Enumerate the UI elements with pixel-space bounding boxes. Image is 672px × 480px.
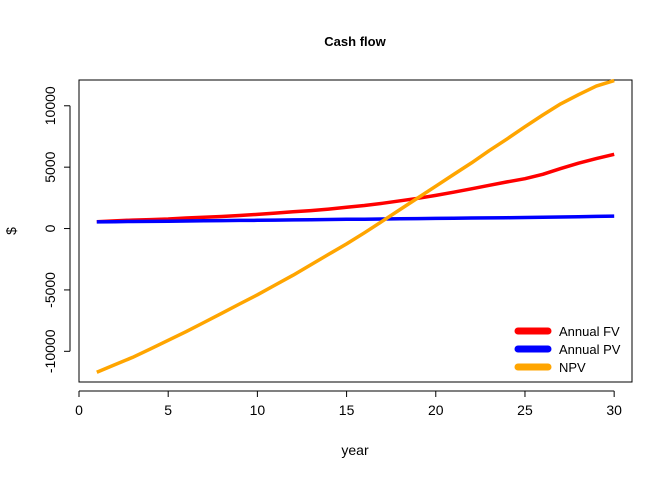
legend: Annual FV Annual PV NPV — [514, 324, 621, 375]
series-line-annual-pv — [96, 214, 615, 224]
legend-label: NPV — [559, 360, 586, 375]
y-tick-label: 5000 — [42, 151, 58, 182]
x-tick-label: 30 — [606, 402, 622, 418]
y-tick-label: 0 — [42, 224, 58, 232]
x-axis: 0 5 10 15 20 25 30 — [75, 390, 622, 418]
x-tick-label: 5 — [164, 402, 172, 418]
series-layer — [96, 78, 615, 374]
chart-title: Cash flow — [324, 34, 386, 49]
x-tick-label: 0 — [75, 402, 83, 418]
y-tick-label: 10000 — [42, 86, 58, 125]
x-tick-label: 20 — [428, 402, 444, 418]
y-axis: -10000 -5000 0 5000 10000 — [42, 86, 71, 373]
y-axis-label: $ — [3, 227, 19, 235]
x-axis-label: year — [341, 442, 369, 458]
series-line-npv — [96, 78, 615, 374]
x-tick-label: 25 — [517, 402, 533, 418]
x-tick-label: 15 — [339, 402, 355, 418]
y-tick-label: -10000 — [42, 329, 58, 373]
plot-frame — [78, 79, 633, 383]
x-tick-label: 10 — [250, 402, 266, 418]
series-line-annual-fv — [96, 152, 615, 224]
y-tick-label: -5000 — [42, 272, 58, 308]
legend-label: Annual FV — [559, 324, 620, 339]
legend-label: Annual PV — [559, 342, 621, 357]
